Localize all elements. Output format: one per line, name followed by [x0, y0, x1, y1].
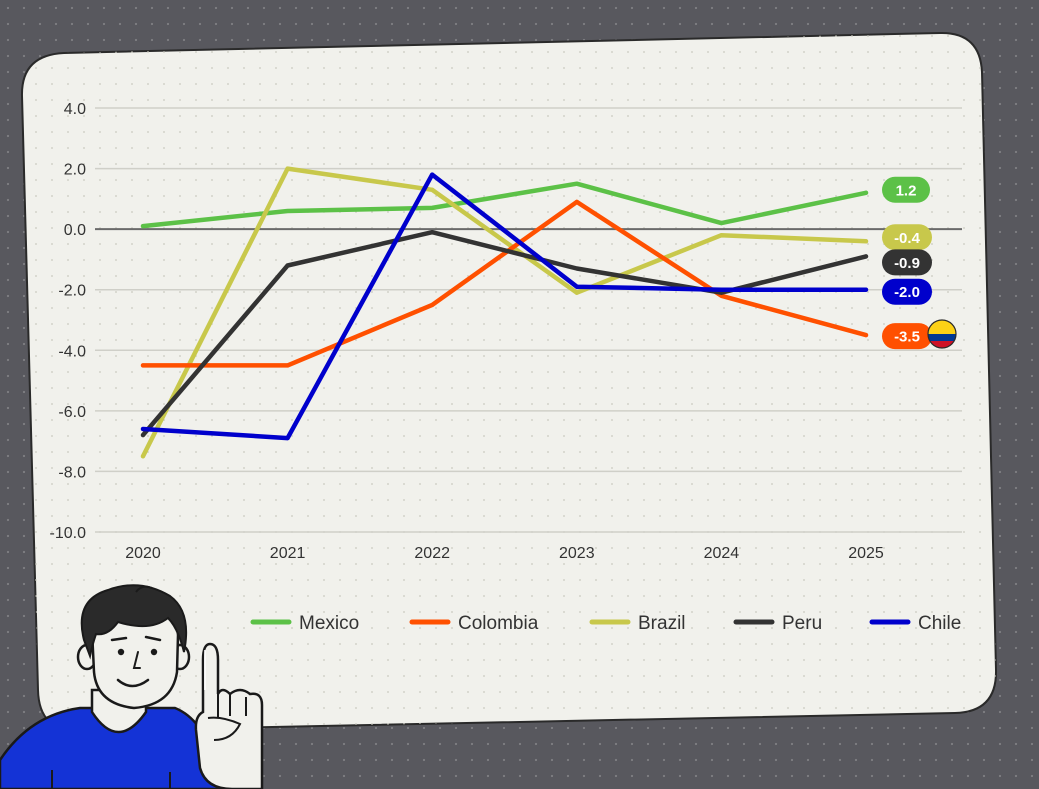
end-label-brazil: -0.4 — [882, 224, 932, 251]
data-point-colombia — [430, 302, 435, 307]
x-tick-label: 2025 — [848, 545, 884, 562]
y-axis: 4.0 2.0 0.0 -2.0 -4.0 -6.0 -8.0 -10.0 — [50, 101, 87, 542]
data-point-brazil — [285, 166, 290, 171]
data-point-peru — [430, 230, 435, 235]
end-label-value: -0.4 — [894, 230, 921, 247]
end-label-mexico: 1.2 — [882, 176, 930, 203]
legend: Mexico Colombia Brazil Peru Chile — [250, 613, 961, 634]
end-label-chile: -2.0 — [882, 278, 932, 305]
series-line-chile — [140, 172, 869, 441]
series-line-colombia — [140, 199, 869, 368]
data-point-peru — [285, 263, 290, 268]
data-point-mexico — [430, 205, 435, 210]
end-label-badge — [882, 323, 932, 350]
colombia-flag-icon — [927, 319, 957, 349]
y-tick-label: -4.0 — [58, 343, 86, 360]
data-point-brazil — [719, 233, 724, 238]
end-label-value: -3.5 — [894, 329, 920, 346]
x-tick-label: 2024 — [704, 545, 740, 562]
legend-item-chile: Chile — [869, 613, 961, 634]
end-label-value: 1.2 — [896, 182, 917, 199]
y-tick-label: -8.0 — [58, 464, 86, 481]
end-labels: 1.2 -0.4 -0.9 -2.0 -3.5 — [882, 176, 932, 350]
x-tick-label: 2022 — [414, 545, 450, 562]
end-label-value: -2.0 — [894, 284, 920, 301]
x-axis: 2020 2021 2022 2023 2024 2025 — [125, 545, 884, 562]
x-tick-label: 2021 — [270, 545, 306, 562]
x-tick-label: 2023 — [559, 545, 595, 562]
data-point-colombia — [285, 363, 290, 368]
data-point-peru — [574, 266, 579, 271]
series-line-peru — [140, 229, 869, 438]
person-pointing-icon — [0, 584, 264, 789]
y-tick-label: -10.0 — [50, 525, 87, 542]
y-tick-label: -6.0 — [58, 404, 86, 421]
data-point-mexico — [574, 181, 579, 186]
data-point-chile — [141, 427, 145, 432]
x-tick-label: 2020 — [125, 545, 161, 562]
y-tick-label: -2.0 — [58, 283, 86, 300]
series-line-brazil — [140, 166, 869, 459]
card-dot-pattern — [21, 32, 997, 732]
y-tick-label: 2.0 — [64, 162, 86, 179]
data-point-peru — [141, 433, 145, 438]
data-point-chile — [574, 284, 579, 289]
series-lines — [140, 166, 869, 459]
data-point-chile — [864, 287, 868, 292]
end-label-badge — [882, 278, 932, 305]
data-point-brazil — [574, 290, 579, 295]
end-label-badge — [882, 249, 932, 276]
grid-lines — [95, 107, 962, 533]
data-point-mexico — [719, 221, 724, 226]
data-point-colombia — [141, 363, 145, 368]
data-point-colombia — [864, 333, 868, 338]
data-point-brazil — [141, 454, 145, 459]
data-point-mexico — [285, 208, 290, 213]
data-point-brazil — [864, 239, 868, 244]
end-label-value: -0.9 — [894, 255, 920, 272]
legend-label: Mexico — [299, 613, 359, 634]
data-point-mexico — [864, 190, 868, 195]
legend-label: Chile — [918, 613, 961, 634]
end-label-peru: -0.9 — [882, 249, 932, 276]
legend-item-colombia: Colombia — [409, 613, 539, 634]
legend-item-peru: Peru — [733, 613, 822, 634]
data-point-chile — [285, 436, 290, 441]
legend-item-mexico: Mexico — [250, 613, 359, 634]
legend-item-brazil: Brazil — [589, 613, 686, 634]
data-point-brazil — [430, 187, 435, 192]
data-point-colombia — [574, 199, 579, 204]
data-point-peru — [864, 254, 868, 259]
legend-label: Colombia — [458, 613, 539, 634]
data-point-chile — [719, 287, 724, 292]
data-point-mexico — [141, 224, 145, 229]
y-tick-label: 0.0 — [64, 222, 86, 239]
y-tick-label: 4.0 — [64, 101, 86, 118]
data-point-chile — [430, 172, 435, 177]
legend-label: Brazil — [638, 613, 686, 634]
end-label-badge — [882, 224, 932, 251]
end-label-colombia: -3.5 — [882, 323, 932, 350]
legend-label: Peru — [782, 613, 822, 634]
end-label-badge — [882, 176, 930, 203]
